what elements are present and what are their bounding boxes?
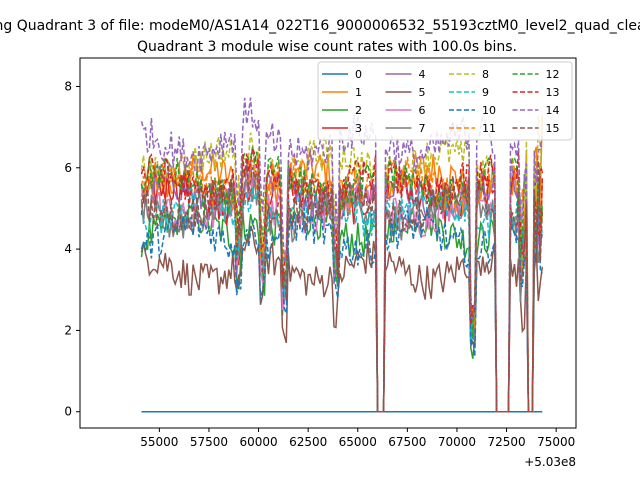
legend-label-9: 9	[482, 86, 489, 99]
legend-label-2: 2	[355, 104, 362, 117]
y-axis: 0 2 4 6 8	[64, 79, 80, 419]
y-tick-label: 6	[64, 161, 72, 175]
x-axis: 55000 57500 60000 62500 65000 67500 70000 72500…	[140, 428, 575, 449]
y-tick-label: 2	[64, 323, 72, 337]
series-line-2	[140, 200, 544, 413]
x-tick-label: 72500	[487, 435, 525, 449]
figure-suptitle: Plotting Quadrant 3 of file: modeM0/AS1A…	[0, 18, 640, 34]
legend-box	[317, 61, 573, 141]
legend-label-1: 1	[355, 86, 362, 99]
legend-label-10: 10	[482, 104, 496, 117]
y-tick-label: 4	[64, 242, 72, 256]
legend-label-4: 4	[419, 68, 426, 81]
x-tick-label: 60000	[239, 435, 277, 449]
x-tick-label: 62500	[289, 435, 327, 449]
x-tick-label: 65000	[339, 435, 377, 449]
legend-label-5: 5	[419, 86, 426, 99]
legend-label-12: 12	[546, 68, 560, 81]
x-offset-label: +5.03e8	[524, 455, 576, 469]
series-line-10	[140, 190, 543, 413]
legend-label-13: 13	[546, 86, 560, 99]
chart-title: Quadrant 3 module wise count rates with …	[137, 39, 517, 55]
legend-label-7: 7	[419, 122, 426, 135]
legend-label-14: 14	[546, 104, 560, 117]
series-line-13	[140, 147, 544, 413]
x-tick-label: 57500	[190, 435, 228, 449]
legend-label-15: 15	[546, 122, 560, 135]
legend-label-3: 3	[355, 122, 362, 135]
legend-label-0: 0	[355, 68, 362, 81]
x-tick-label: 75000	[537, 435, 575, 449]
x-tick-label: 55000	[140, 435, 178, 449]
legend-label-6: 6	[419, 104, 426, 117]
y-tick-label: 8	[64, 79, 72, 93]
legend-label-11: 11	[482, 122, 496, 135]
plot-area	[140, 97, 544, 413]
y-tick-label: 0	[64, 405, 72, 419]
axes-frame	[79, 57, 577, 429]
x-tick-label: 70000	[438, 435, 476, 449]
series-line-15	[140, 160, 544, 413]
x-tick-label: 67500	[388, 435, 426, 449]
legend-label-8: 8	[482, 68, 489, 81]
